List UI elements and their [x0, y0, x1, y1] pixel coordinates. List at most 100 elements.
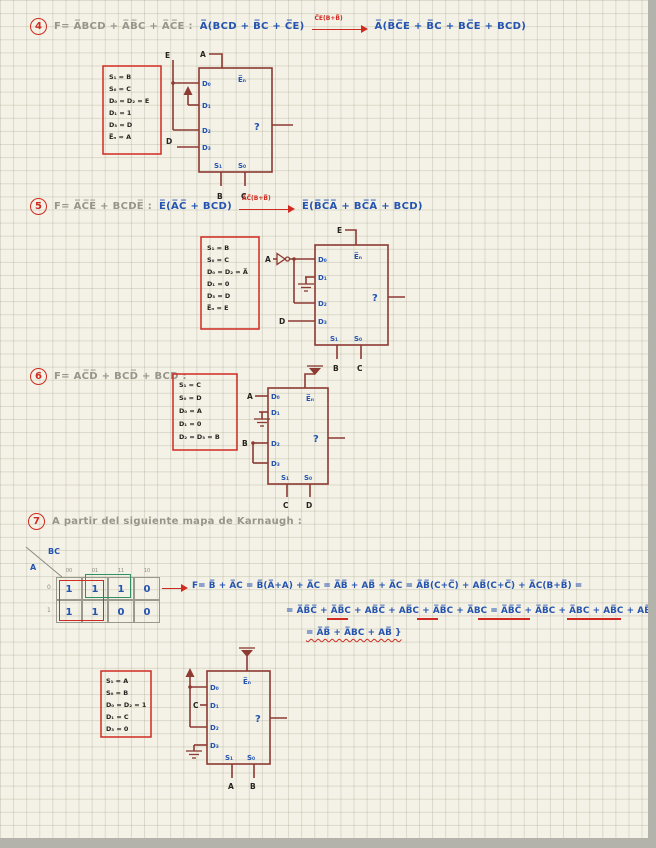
pin-d2: D₂ [271, 440, 280, 448]
red-underline [417, 618, 438, 620]
notebook-page: 4 F= A̅BCD + A̅B̅C + A̅C̅E : A̅(BCD + B̅… [0, 0, 648, 838]
junction-dot [251, 441, 255, 445]
kmap-cell: 1 [56, 577, 82, 600]
signal-select: C [241, 192, 247, 201]
mux2-pins: D₀ D₁ D₂ D₃ E̅ₙ ? S₁ S₀ [318, 252, 378, 343]
implies-arrow [162, 578, 188, 594]
mux1-signals: A E D B C [165, 50, 247, 201]
mux3-signals: A B C D [242, 392, 312, 510]
signal-select: D [306, 501, 312, 510]
signal-input: A [247, 392, 253, 401]
kmap-group-green [85, 574, 131, 598]
pin-d0: D₀ [271, 393, 280, 401]
pin-s0: S₀ [304, 474, 312, 482]
signal-select: A [228, 782, 234, 791]
assign-line: D₁ = 1 [109, 109, 131, 117]
pin-d1: D₁ [202, 102, 211, 110]
pin-d3: D₃ [318, 318, 327, 326]
arrow-head-icon [181, 584, 188, 592]
pin-enable: E̅ₙ [354, 252, 362, 261]
pin-d2: D₂ [210, 724, 219, 732]
mux1-assignments: S₁ = B S₀ = C D₀ = D₂ = E D₁ = 1 D₃ = D … [109, 73, 149, 141]
exercise-6-number: 6 [30, 368, 47, 385]
assign-line: D₂ = D₃ = B [179, 433, 220, 441]
mux4-signals: C A B [193, 701, 256, 791]
exercise-4-header: 4 F= A̅BCD + A̅B̅C + A̅C̅E : A̅(BCD + B̅… [30, 14, 527, 35]
signal-enable: E [337, 226, 342, 235]
assign-line: D₁ = 0 [179, 420, 202, 428]
derivation-line-3: = A̅B̅ + A̅BC + AB̅ } [306, 628, 402, 638]
exercise-4-number: 4 [30, 18, 47, 35]
assign-line: S₀ = C [207, 256, 229, 264]
mux4-pins: D₀ D₁ D₂ D₃ E̅ₙ ? S₁ S₀ [210, 677, 261, 762]
kmap-group-red [59, 580, 104, 621]
pin-s0: S₀ [238, 162, 246, 170]
mux3-assignments-box [172, 373, 238, 451]
kmap-row-header: 1 [47, 607, 51, 614]
arrow-annotation-4: C̅E(B+B̅) [314, 14, 343, 22]
page-edge-bottom [0, 838, 656, 848]
vcc-arrow-icon [185, 668, 195, 677]
mux3-assignments: S₁ = C S₀ = D D₀ = A D₁ = 0 D₂ = D₃ = B [179, 381, 220, 441]
pin-s1: S₁ [281, 474, 289, 482]
signal-select: C [357, 364, 363, 373]
signal-input: D [279, 317, 285, 326]
pin-d1: D₁ [318, 274, 327, 282]
assign-line: D₀ = D₂ = 1 [106, 701, 146, 709]
wire-enable [304, 373, 315, 388]
wire-enable [345, 229, 357, 245]
kmap-top-label: BC [48, 547, 60, 556]
pin-s0: S₀ [354, 335, 362, 343]
transform-arrow-5: A̅C̅(B+B̅) [238, 195, 295, 215]
exercise-5-result: E̅(B̅C̅A̅ + BC̅A̅ + BCD) [301, 201, 423, 212]
ground-icon [309, 368, 321, 375]
signal-input: D [166, 137, 172, 146]
signal-input: B [242, 439, 248, 448]
pin-d3: D₃ [271, 460, 280, 468]
signal-select: B [333, 364, 339, 373]
exercise-5-factored: E̅(A̅C̅ + BCD) [159, 201, 232, 212]
exercise-4-result: A̅(B̅C̅E + B̅C + BC̅E + BCD) [374, 21, 527, 32]
mux3-pins: D₀ D₁ D₂ D₃ E̅ₙ ? S₁ S₀ [271, 393, 319, 482]
assign-line: S₀ = B [106, 689, 128, 697]
kmap-row-header: 0 [47, 584, 51, 591]
mux2-signals: E A D B C [265, 226, 363, 373]
pin-d1: D₁ [271, 409, 280, 417]
assign-line: D₁ = C [106, 713, 129, 721]
inverter-bubble-icon [284, 256, 291, 262]
mux2-assignments: S₁ = B S₀ = C D₀ = D₂ = A̅ D₁ = 0 D₃ = D… [207, 244, 248, 312]
vcc-arrow-icon [183, 86, 193, 95]
assign-line: S₁ = A [106, 677, 128, 685]
assign-line: S₁ = B [207, 244, 229, 252]
assign-line: D₁ = 0 [207, 280, 230, 288]
pin-enable: E̅ₙ [238, 75, 246, 84]
signal-enable: A [200, 50, 206, 59]
pin-d0: D₀ [318, 256, 327, 264]
kmap-cell: 0 [134, 600, 160, 623]
wire-enable [209, 53, 223, 68]
signal-select: C [283, 501, 289, 510]
pin-d1: D₁ [210, 702, 219, 710]
mux3-wires [251, 365, 345, 497]
arrow-head-icon [360, 24, 368, 33]
mux2-body [314, 244, 389, 346]
exercise-4-factored: A̅(BCD + B̅C + C̅E) [199, 21, 305, 32]
pin-s1: S₁ [214, 162, 222, 170]
kmap-col-header: 00 [65, 568, 73, 574]
arrow-shaft [311, 28, 362, 30]
kmap-cell: 0 [108, 600, 134, 623]
kmap-diagonal [25, 546, 63, 578]
pin-d3: D₃ [210, 742, 219, 750]
pin-output: ? [313, 434, 319, 445]
pin-d0: D₀ [202, 80, 211, 88]
signal-select: B [217, 192, 223, 201]
pin-output: ? [255, 714, 261, 725]
mux-diagram-2: S₁ = B S₀ = C D₀ = D₂ = A̅ D₁ = 0 D₃ = D… [200, 226, 405, 373]
pin-s0: S₀ [247, 754, 255, 762]
mux3-body [267, 387, 329, 485]
red-underline [567, 618, 621, 620]
pin-output: ? [372, 293, 378, 304]
pin-enable: E̅ₙ [243, 677, 251, 686]
arrow-head-icon [287, 204, 295, 213]
